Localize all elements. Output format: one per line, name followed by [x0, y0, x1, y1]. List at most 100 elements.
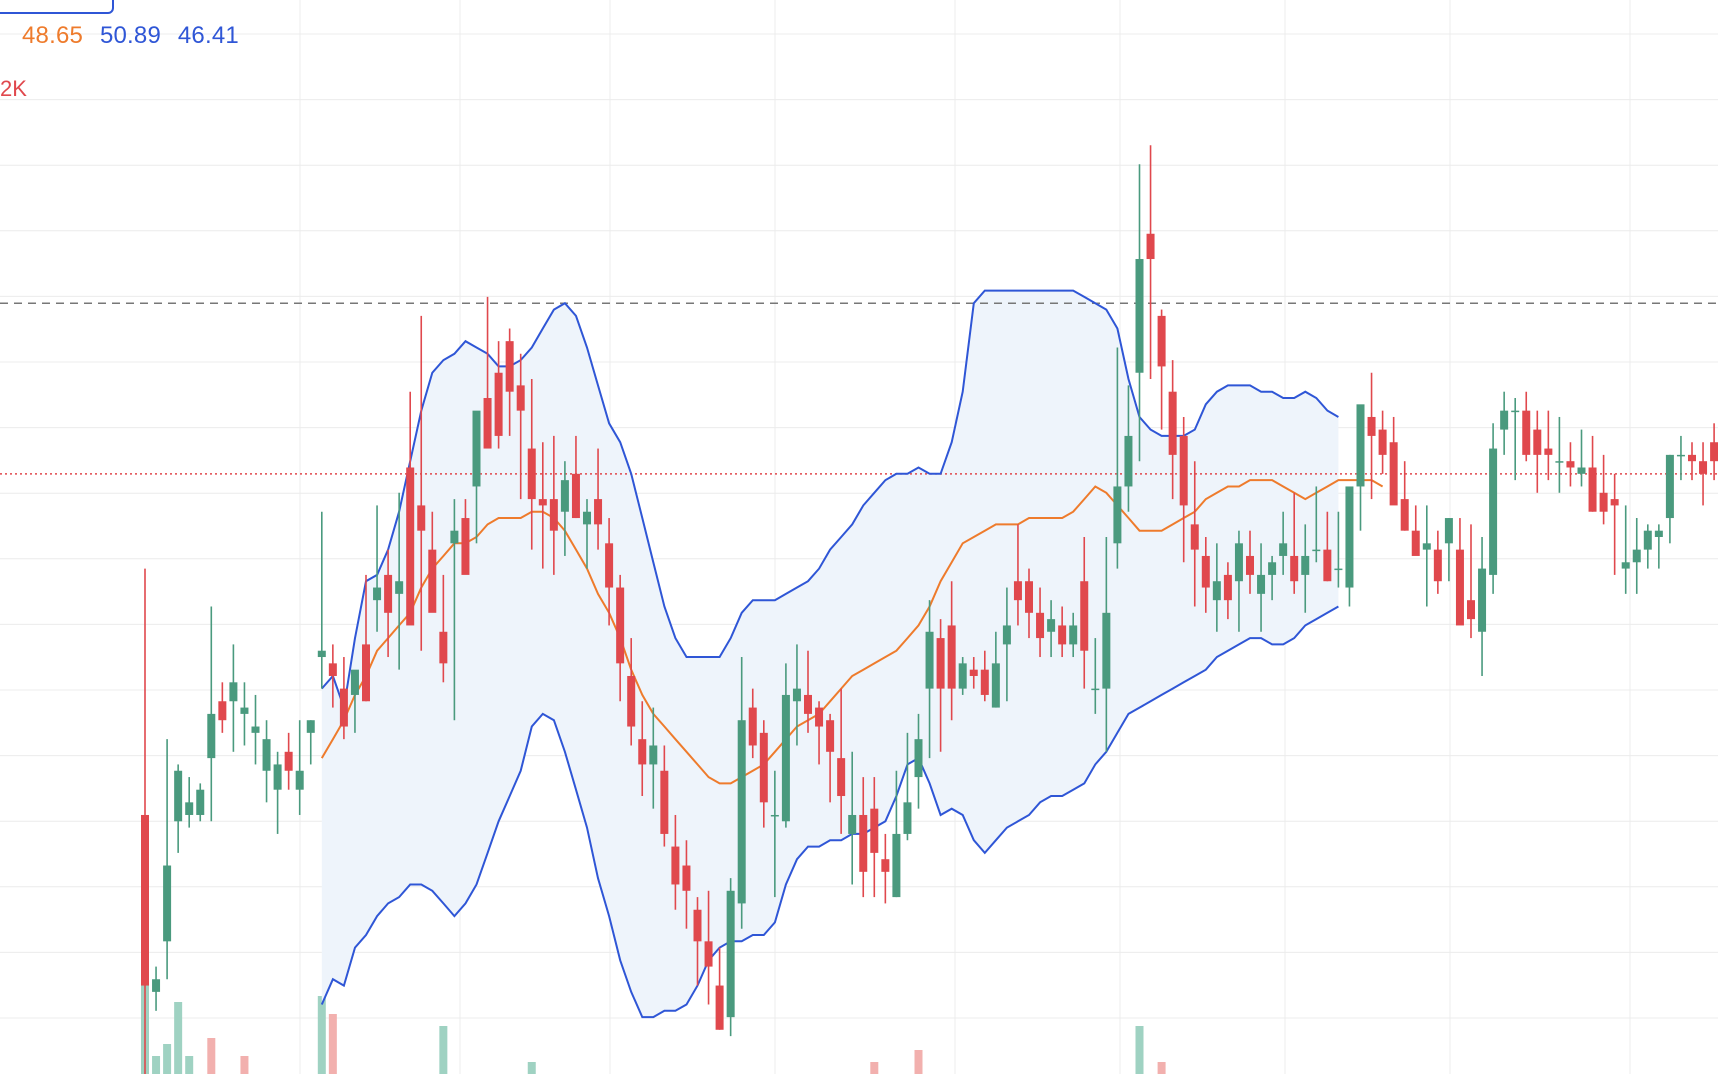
candle-body	[837, 758, 846, 797]
volume-bar	[317, 996, 326, 1074]
candle-body	[1279, 543, 1288, 556]
candle-body	[693, 909, 702, 942]
candle-body	[1400, 499, 1409, 531]
candle-body	[284, 751, 293, 771]
volume-scale-label: 2K	[0, 76, 27, 101]
candle-body	[1489, 448, 1498, 575]
candle-body	[1632, 549, 1641, 563]
candle-body	[417, 505, 426, 531]
candle-body	[306, 720, 315, 733]
candle-body	[538, 499, 547, 506]
candle-body	[1113, 486, 1122, 544]
candle-body	[1444, 518, 1453, 544]
volume-bar	[240, 1056, 249, 1074]
candle-body	[1676, 454, 1685, 457]
candle-body	[240, 707, 249, 714]
candle-body	[638, 739, 647, 765]
candle-body	[229, 682, 238, 702]
candle-body	[207, 713, 216, 759]
candle-body	[1378, 429, 1387, 455]
candle-body	[1588, 467, 1597, 512]
candle-body	[1522, 410, 1531, 455]
candle-body	[1422, 543, 1431, 550]
lower-band-line	[320, 605, 1339, 1019]
candle-body	[1478, 568, 1487, 632]
volume-bar	[152, 1056, 161, 1074]
toolbar-button-outline[interactable]	[0, 0, 114, 14]
candle-body	[925, 631, 934, 689]
candle-body	[384, 574, 393, 613]
candle-body	[991, 663, 1000, 708]
candle-body	[627, 675, 636, 727]
candle-body	[649, 745, 658, 765]
candle-body	[560, 480, 569, 512]
candle-body	[859, 814, 868, 872]
candle-body	[1544, 448, 1553, 455]
candle-body	[1356, 404, 1365, 487]
legend-mid-value: 48.65	[22, 22, 84, 49]
legend-upper-value: 50.89	[99, 22, 161, 49]
candle-body	[196, 789, 205, 815]
candle-body	[1212, 581, 1221, 601]
candle-body	[1135, 259, 1144, 373]
candle-body	[1234, 543, 1243, 582]
candle-body	[350, 669, 359, 695]
indicator-legend: 48.65 50.89 46.41	[22, 22, 249, 50]
candle-body	[262, 739, 271, 771]
candle-body	[737, 720, 746, 904]
candle-body	[1047, 619, 1056, 632]
candle-body	[439, 631, 448, 664]
volume-bar	[527, 1062, 536, 1074]
candle-body	[947, 625, 956, 689]
candle-body	[682, 865, 691, 891]
candle-body	[1080, 581, 1089, 651]
candle-body	[1511, 410, 1520, 413]
candle-body	[1069, 625, 1078, 645]
candle-body	[1334, 568, 1343, 571]
candle-body	[295, 770, 304, 790]
volume-bar	[185, 1056, 194, 1074]
candle-body	[583, 511, 591, 525]
candle-body	[826, 720, 835, 752]
candle-body	[505, 341, 514, 392]
candle-body	[1500, 410, 1509, 430]
candle-body	[373, 587, 382, 601]
candle-body	[1566, 461, 1575, 468]
candle-body	[1290, 555, 1299, 582]
candle-body	[1058, 625, 1067, 645]
candle-body	[1455, 549, 1464, 626]
candle-body	[605, 543, 614, 588]
volume-bar	[163, 1044, 172, 1074]
candle-body	[251, 726, 260, 733]
candle-body	[395, 581, 404, 594]
candle-body	[1013, 581, 1022, 601]
candle-body	[660, 770, 669, 834]
volume-bar	[439, 1026, 448, 1074]
candle-body	[958, 663, 967, 689]
candle-body	[1467, 600, 1475, 620]
candles	[141, 145, 1718, 1074]
candle-body	[914, 739, 923, 778]
candle-body	[1533, 429, 1542, 455]
candle-body	[1268, 562, 1277, 575]
candle-body	[461, 518, 470, 575]
candle-body	[362, 644, 370, 702]
candle-body	[516, 385, 525, 411]
candle-body	[1389, 442, 1398, 506]
candle-body	[903, 802, 912, 834]
candle-body	[1190, 524, 1199, 550]
candle-body	[1555, 461, 1564, 463]
candle-body	[594, 499, 603, 525]
candle-body	[881, 859, 890, 872]
candle-body	[1257, 574, 1266, 594]
candle-body	[848, 814, 857, 834]
candle-body	[152, 979, 161, 992]
candle-body	[1025, 581, 1033, 613]
candle-body	[715, 985, 724, 1030]
candle-body	[406, 467, 415, 626]
candle-body	[726, 890, 735, 1018]
volume-bar	[914, 1050, 923, 1074]
candle-body	[174, 770, 183, 822]
candle-body	[549, 499, 558, 531]
